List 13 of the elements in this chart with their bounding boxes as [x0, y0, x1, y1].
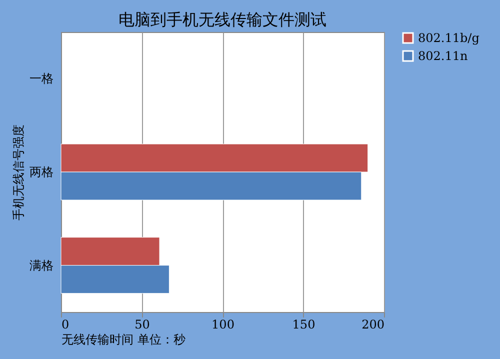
x-axis-title: 无线传输时间 单位：秒: [62, 332, 186, 346]
x-tick-label: 50: [134, 318, 150, 332]
x-tick-label: 100: [212, 318, 234, 332]
y-tick-label: 满格: [30, 258, 54, 272]
chart-title: 电脑到手机无线传输文件测试: [118, 10, 326, 29]
y-tick-label: 一格: [30, 72, 54, 86]
x-tick-label: 200: [362, 318, 384, 332]
x-tick-label: 0: [62, 318, 70, 332]
x-tick-label: 150: [292, 318, 316, 332]
legend-label: 802.11b/g: [418, 31, 480, 45]
y-axis-title: 手机无线信号强度: [12, 124, 26, 220]
y-tick-label: 两格: [30, 165, 54, 179]
legend-label: 802.11n: [418, 49, 468, 63]
